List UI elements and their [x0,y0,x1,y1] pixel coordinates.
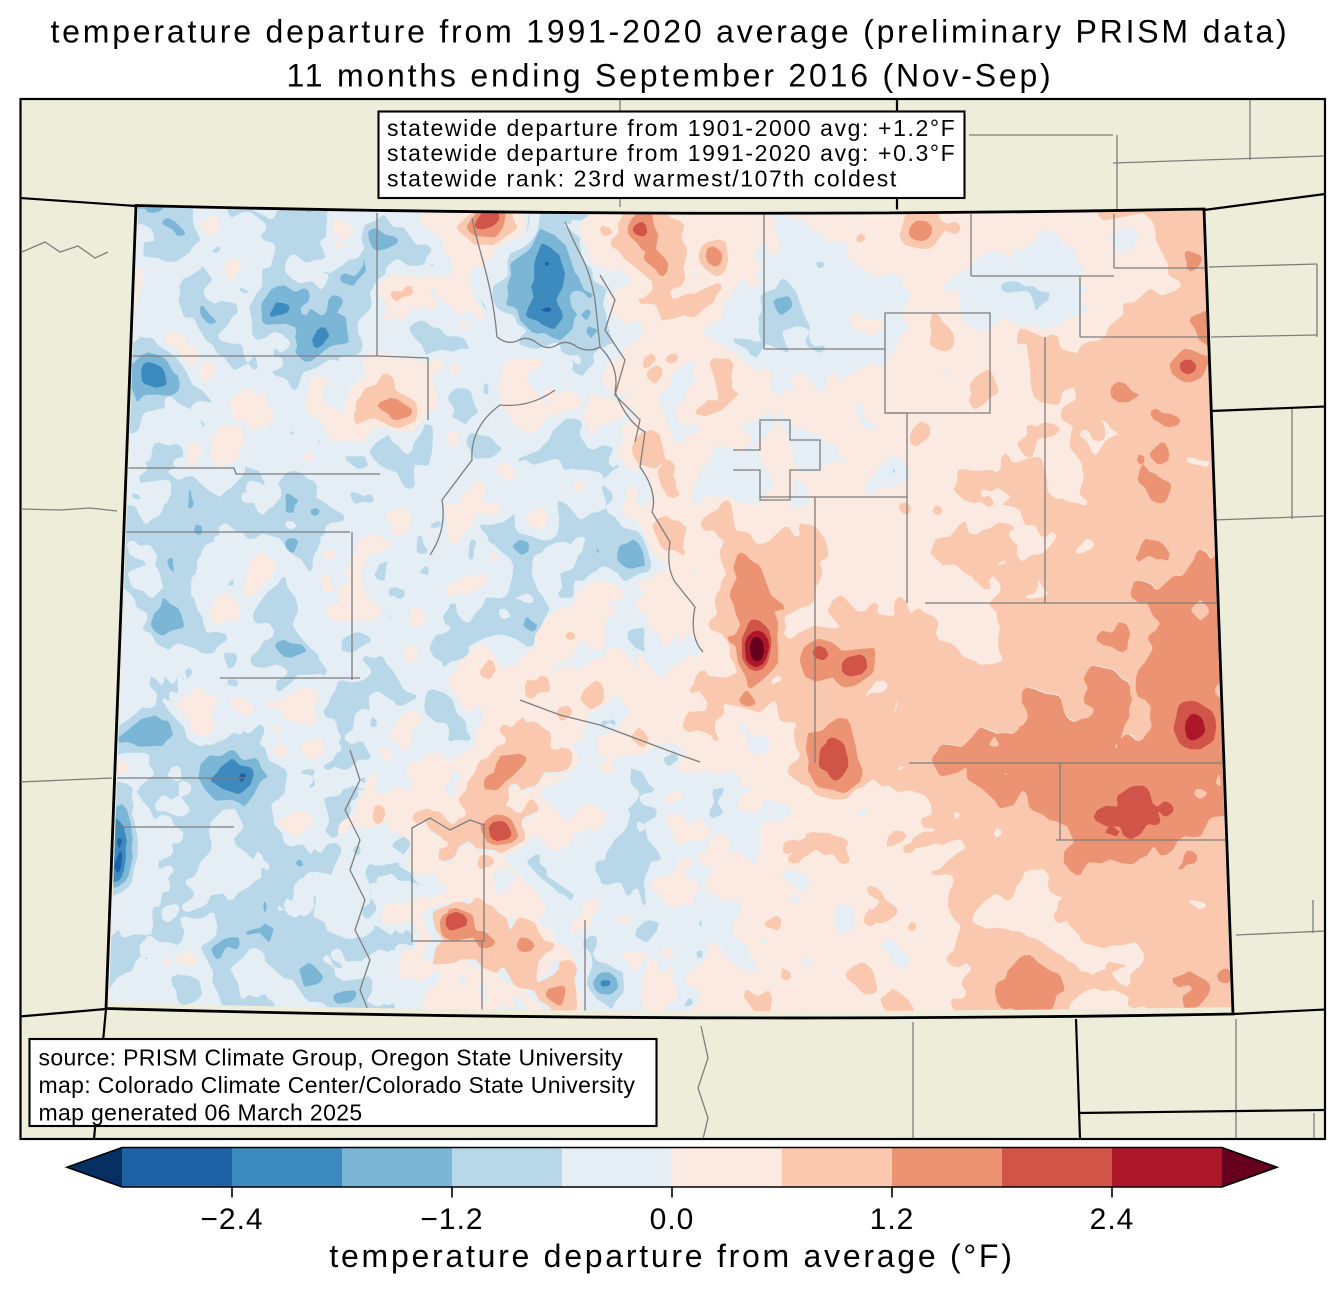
svg-text:statewide rank: 23rd warmest/1: statewide rank: 23rd warmest/107th colde… [387,165,898,191]
svg-text:temperature departure from ave: temperature departure from average (°F) [329,1238,1014,1274]
svg-text:11 months ending September 201: 11 months ending September 2016 (Nov-Sep… [286,58,1053,94]
svg-text:map: Colorado Climate Center/C: map: Colorado Climate Center/Colorado St… [39,1072,636,1098]
svg-text:0.0: 0.0 [650,1203,695,1236]
svg-text:2.4: 2.4 [1090,1203,1135,1236]
svg-text:−2.4: −2.4 [200,1203,263,1236]
svg-text:statewide departure from 1991-: statewide departure from 1991-2020 avg: … [387,140,956,166]
svg-text:temperature departure from 199: temperature departure from 1991-2020 ave… [50,14,1289,50]
svg-text:map generated 06 March 2025: map generated 06 March 2025 [39,1100,363,1126]
svg-text:−1.2: −1.2 [420,1203,483,1236]
svg-text:1.2: 1.2 [870,1203,915,1236]
svg-text:statewide departure from 1901-: statewide departure from 1901-2000 avg: … [387,115,956,141]
svg-text:source: PRISM Climate Group, O: source: PRISM Climate Group, Oregon Stat… [39,1045,624,1071]
